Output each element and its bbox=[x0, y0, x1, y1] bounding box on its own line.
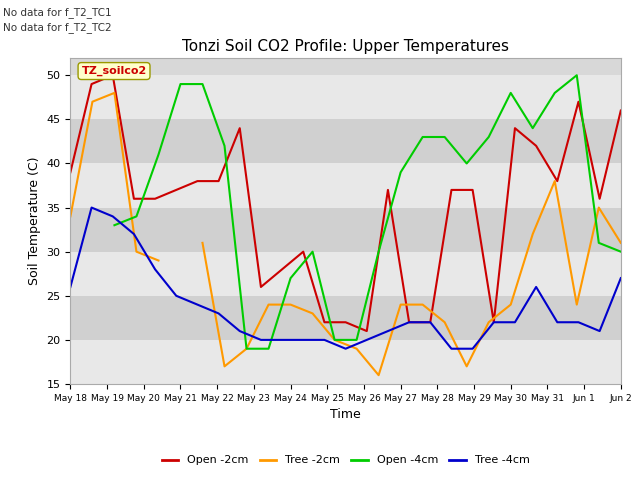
Bar bbox=[70, 207, 621, 252]
X-axis label: Time: Time bbox=[330, 408, 361, 421]
Bar bbox=[70, 75, 621, 120]
Bar bbox=[70, 296, 621, 340]
Bar bbox=[70, 340, 621, 384]
Text: No data for f_T2_TC2: No data for f_T2_TC2 bbox=[3, 22, 112, 33]
Text: No data for f_T2_TC1: No data for f_T2_TC1 bbox=[3, 7, 112, 18]
Title: Tonzi Soil CO2 Profile: Upper Temperatures: Tonzi Soil CO2 Profile: Upper Temperatur… bbox=[182, 39, 509, 54]
Text: TZ_soilco2: TZ_soilco2 bbox=[81, 66, 147, 76]
Y-axis label: Soil Temperature (C): Soil Temperature (C) bbox=[28, 156, 41, 285]
Legend: Open -2cm, Tree -2cm, Open -4cm, Tree -4cm: Open -2cm, Tree -2cm, Open -4cm, Tree -4… bbox=[157, 451, 534, 470]
Bar bbox=[70, 252, 621, 296]
Bar bbox=[70, 120, 621, 164]
Bar bbox=[70, 164, 621, 207]
